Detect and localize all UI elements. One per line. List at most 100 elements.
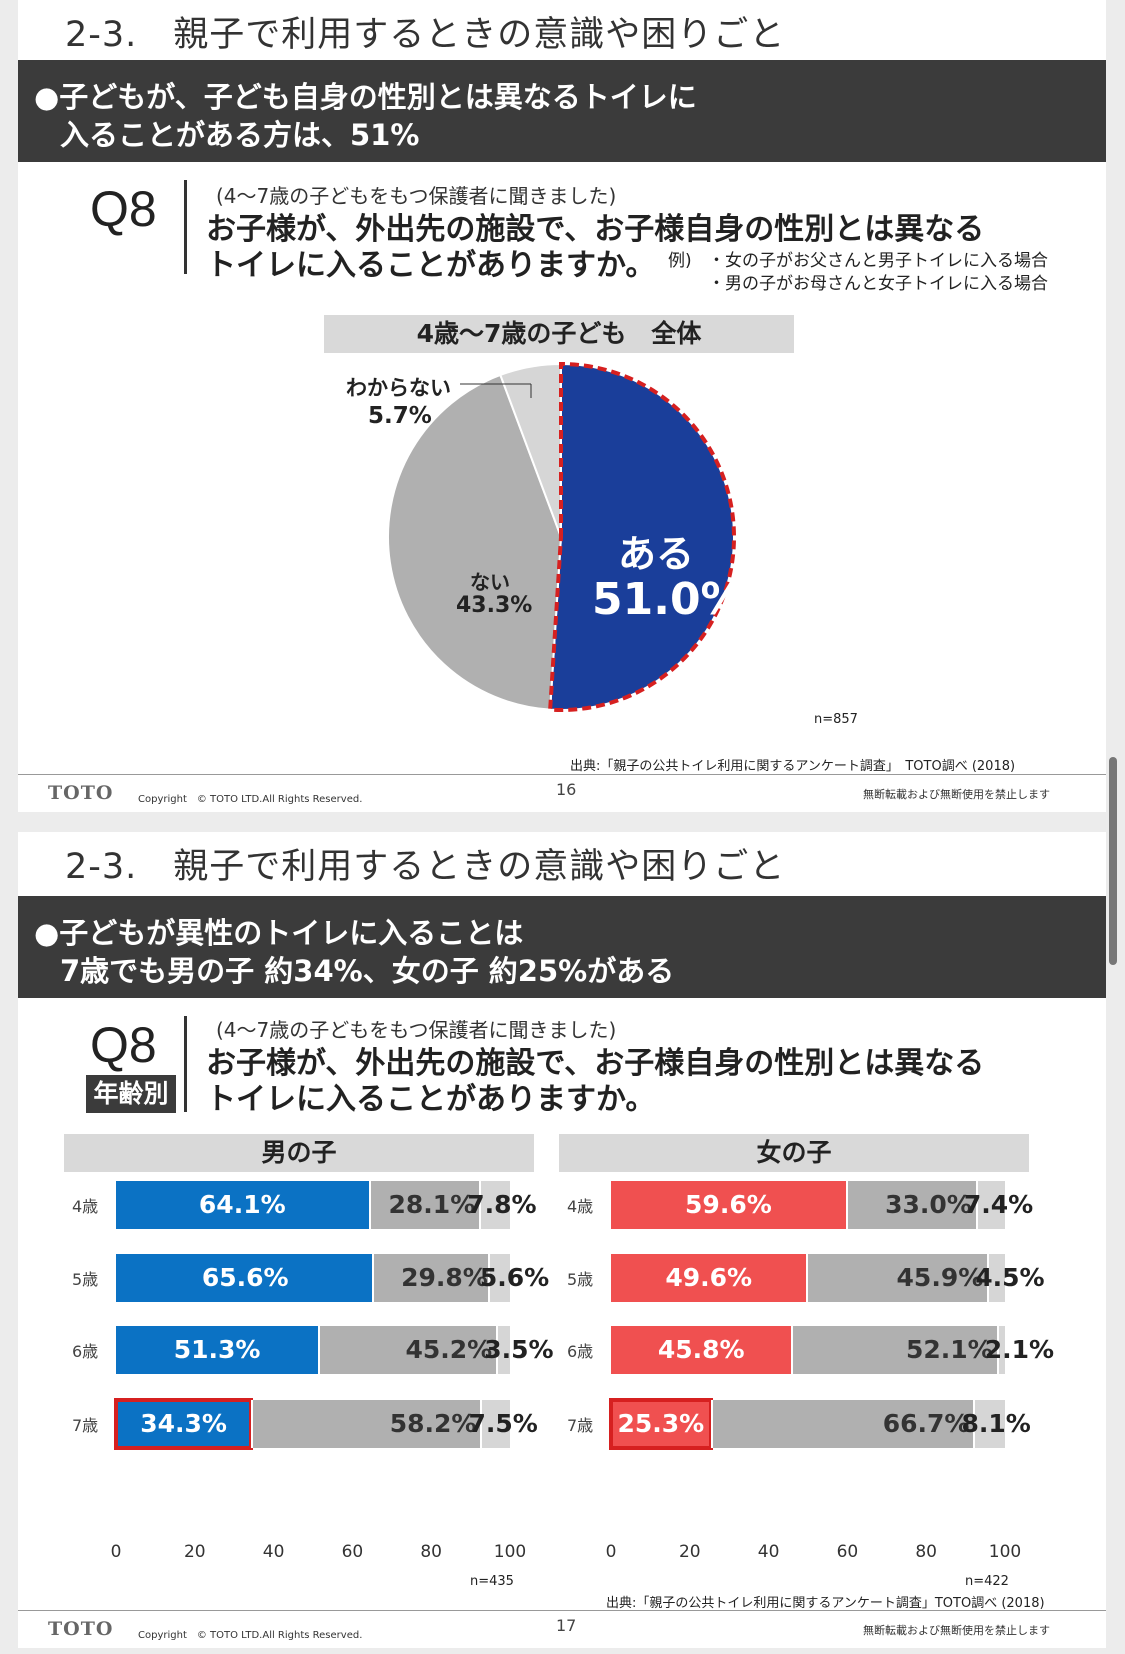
boys-value-label: 64.1%: [198, 1190, 286, 1219]
boys-value-label: 29.8%: [401, 1263, 488, 1292]
toto-logo: TOTO: [48, 1618, 114, 1640]
boys-bar-no: [318, 1326, 497, 1374]
boys-bar-dontknow: [488, 1254, 510, 1302]
boys-x-tick: 20: [183, 1542, 206, 1562]
girls-sample-size: n=422: [965, 1574, 1009, 1589]
girls-x-tick: 20: [678, 1542, 701, 1562]
girls-bar-dontknow: [973, 1400, 1005, 1448]
scrollbar-thumb[interactable]: [1109, 757, 1117, 965]
page-number: 16: [556, 780, 577, 799]
girls-bar-yes: [611, 1326, 792, 1374]
girls-x-tick: 60: [836, 1542, 859, 1562]
sample-size: n=857: [814, 712, 858, 727]
slice-label-dontknow: わからない: [346, 376, 451, 400]
boys-bar-yes: [116, 1254, 372, 1302]
boys-value-label: 28.1%: [388, 1190, 476, 1219]
pie-slice-yes-highlight: [548, 361, 736, 712]
boys-x-tick: 80: [420, 1542, 443, 1562]
headline-line-1: ●子どもが、子ども自身の性別とは異なるトイレに: [34, 80, 697, 114]
question-label: Q8: [90, 181, 157, 237]
girls-x-tick: 0: [605, 1542, 617, 1562]
girls-age-label: 5歳: [567, 1270, 594, 1289]
girls-bar-dontknow: [996, 1326, 1005, 1374]
boys-value-label: 34.3%: [140, 1409, 227, 1438]
girls-bar-yes: [611, 1254, 807, 1302]
boys-bar-no: [251, 1400, 481, 1448]
section-title: 2-3. 親子で利用するときの意識や困りごと: [65, 15, 786, 55]
girls-bar-no: [845, 1181, 976, 1229]
boys-age-label: 4歳: [72, 1197, 99, 1216]
footer-divider: [18, 1610, 1106, 1611]
girls-bar-row: [609, 1398, 1005, 1450]
girls-chart-title: 女の子: [559, 1134, 1029, 1172]
girls-age-label: 7歳: [567, 1416, 594, 1435]
boys-bar-yes: [113, 1398, 254, 1450]
source-note: 出典:「親子の公共トイレ利用に関するアンケート調査」 TOTO調べ (2018): [570, 759, 1016, 774]
boys-value-label: 7.8%: [467, 1190, 537, 1219]
boys-value-label: 51.3%: [173, 1335, 261, 1364]
girls-x-tick: 80: [915, 1542, 938, 1562]
question-line-2: トイレに入ることがありますか。: [206, 1082, 656, 1117]
girls-value-label: 45.8%: [657, 1335, 745, 1364]
question-label: Q8: [90, 1017, 157, 1073]
footer-divider: [18, 774, 1106, 775]
girls-value-label: 4.5%: [975, 1263, 1045, 1292]
headline-line-2: 入ることがある方は、51%: [60, 118, 420, 152]
rights-notice: 無断転載および無断使用を禁止します: [863, 788, 1050, 801]
boys-age-label: 6歳: [72, 1342, 99, 1361]
slice-value-no: 43.3%: [456, 593, 533, 618]
boys-chart-title: 男の子: [64, 1134, 534, 1172]
boys-value-label: 58.2%: [389, 1409, 477, 1438]
slice-label-yes: ある: [618, 532, 695, 576]
girls-value-label: 66.7%: [882, 1409, 970, 1438]
age-breakdown-badge: 年齢別: [86, 1075, 176, 1113]
girls-age-label: 4歳: [567, 1197, 594, 1216]
boys-value-label: 65.6%: [201, 1263, 289, 1292]
girls-bar-row: [611, 1181, 1005, 1229]
girls-bar-dontknow: [975, 1181, 1005, 1229]
boys-bar-row: [113, 1398, 510, 1450]
boys-bar-yes: [116, 1326, 319, 1374]
girls-x-tick: 40: [757, 1542, 780, 1562]
girls-bar-no: [791, 1326, 997, 1374]
girls-value-label: 2.1%: [984, 1335, 1055, 1364]
girls-value-label: 8.1%: [961, 1409, 1031, 1438]
boys-age-label: 7歳: [72, 1416, 99, 1435]
copyright: Copyright © TOTO LTD.All Rights Reserved…: [138, 1630, 363, 1641]
girls-bar-yes: [609, 1398, 713, 1450]
slide-17: 2-3. 親子で利用するときの意識や困りごと ●子どもが異性のトイレに入ることは…: [18, 832, 1106, 1648]
question-line-1: お子様が、外出先の施設で、お子様自身の性別とは異なる: [206, 212, 985, 247]
question-line-1: お子様が、外出先の施設で、お子様自身の性別とは異なる: [206, 1046, 985, 1081]
girls-age-label: 6歳: [567, 1342, 594, 1361]
boys-bar-row: [116, 1254, 510, 1302]
question-line-2: トイレに入ることがありますか。: [206, 248, 656, 283]
girls-value-label: 7.4%: [963, 1190, 1034, 1219]
boys-bar-dontknow: [480, 1400, 510, 1448]
girls-value-label: 59.6%: [685, 1190, 772, 1219]
boys-x-tick: 0: [110, 1542, 122, 1562]
girls-bar-row: [611, 1326, 1005, 1374]
girls-value-label: 52.1%: [905, 1335, 993, 1364]
toto-logo: TOTO: [48, 782, 114, 804]
question-subtitle: (4〜7歳の子どもをもつ保護者に聞きました): [216, 1018, 617, 1042]
question-divider: [184, 1016, 187, 1112]
girls-bar-no: [710, 1400, 974, 1448]
pie-chart-title: 4歳〜7歳の子ども 全体: [324, 315, 794, 353]
boys-x-tick: 100: [493, 1542, 527, 1562]
boys-value-label: 45.2%: [405, 1335, 493, 1364]
boys-x-tick: 40: [262, 1542, 285, 1562]
headline-line-1: ●子どもが異性のトイレに入ることは: [34, 916, 524, 950]
girls-bar-yes: [611, 1181, 846, 1229]
question-divider: [184, 180, 187, 274]
boys-age-label: 5歳: [72, 1270, 99, 1289]
boys-value-label: 5.6%: [479, 1263, 550, 1292]
example-label: 例): [668, 251, 692, 271]
girls-value-label: 25.3%: [617, 1409, 705, 1438]
example-2: ・男の子がお母さんと女子トイレに入る場合: [708, 274, 1048, 294]
girls-bar-no: [806, 1254, 988, 1302]
pie-chart: [387, 361, 736, 712]
headline-banner: ●子どもが、子ども自身の性別とは異なるトイレに 入ることがある方は、51%: [18, 60, 1106, 162]
boys-bar-row: [116, 1181, 510, 1229]
boys-bar-no: [368, 1181, 480, 1229]
boys-sample-size: n=435: [470, 1574, 514, 1589]
